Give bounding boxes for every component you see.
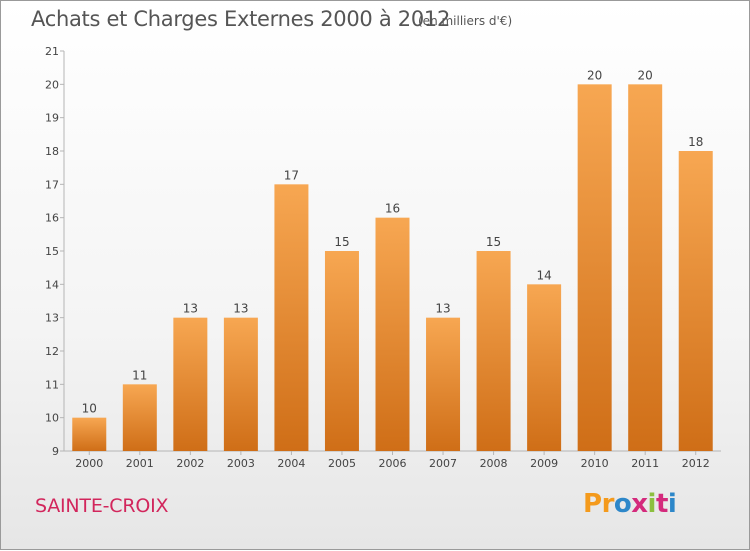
data-label: 20 [638, 68, 653, 82]
bar [577, 84, 612, 451]
y-tick-label: 13 [45, 312, 59, 325]
bar [72, 417, 107, 451]
bar [527, 284, 562, 451]
commune-name: SAINTE-CROIX [35, 495, 169, 517]
proxiti-logo: Proxiti [583, 489, 677, 519]
data-label: 15 [334, 235, 349, 249]
data-label: 14 [536, 268, 551, 282]
logo-letter: r [601, 489, 615, 519]
y-tick-label: 20 [45, 78, 59, 91]
bar [375, 217, 410, 451]
data-label: 10 [82, 402, 97, 416]
data-label: 13 [233, 302, 248, 316]
x-tick-label: 2005 [328, 457, 356, 470]
y-tick-label: 17 [45, 178, 59, 191]
data-label: 13 [183, 302, 198, 316]
logo-letter: i [667, 489, 677, 519]
x-tick-label: 2000 [75, 457, 103, 470]
data-label: 18 [688, 135, 703, 149]
y-tick-label: 15 [45, 245, 59, 258]
bar [274, 184, 309, 452]
data-label: 16 [385, 202, 400, 216]
y-tick-label: 19 [45, 112, 59, 125]
bar [476, 251, 511, 451]
x-tick-label: 2010 [581, 457, 609, 470]
chart-title: Achats et Charges Externes 2000 à 2012 [31, 7, 451, 31]
y-tick-label: 10 [45, 412, 59, 425]
bar [426, 317, 461, 451]
x-tick-label: 2009 [530, 457, 558, 470]
x-tick-label: 2012 [682, 457, 710, 470]
x-tick-label: 2007 [429, 457, 457, 470]
y-tick-label: 18 [45, 145, 59, 158]
y-tick-label: 9 [52, 445, 59, 458]
y-tick-label: 16 [45, 212, 59, 225]
bar [678, 151, 713, 451]
bar [628, 84, 663, 451]
bar [122, 384, 157, 451]
logo-letter: i [647, 489, 657, 519]
x-tick-label: 2006 [379, 457, 407, 470]
x-tick-label: 2001 [126, 457, 154, 470]
chart-unit: (en milliers d'€) [418, 14, 513, 28]
y-tick-label: 12 [45, 345, 59, 358]
x-tick-label: 2004 [277, 457, 305, 470]
y-tick-label: 14 [45, 278, 59, 291]
logo-letter: o [613, 489, 632, 519]
x-tick-label: 2002 [176, 457, 204, 470]
y-tick-label: 11 [45, 378, 59, 391]
bar [324, 251, 359, 451]
data-label: 20 [587, 68, 602, 82]
data-label: 11 [132, 368, 147, 382]
x-tick-label: 2008 [480, 457, 508, 470]
bar [173, 317, 208, 451]
logo-letter: P [583, 489, 602, 519]
data-label: 13 [435, 302, 450, 316]
x-tick-label: 2003 [227, 457, 255, 470]
data-label: 15 [486, 235, 501, 249]
logo-letter: x [631, 489, 648, 519]
y-tick-label: 21 [45, 45, 59, 58]
data-label: 17 [284, 168, 299, 182]
bar [223, 317, 258, 451]
x-tick-label: 2011 [631, 457, 659, 470]
logo-letter: t [655, 489, 668, 519]
